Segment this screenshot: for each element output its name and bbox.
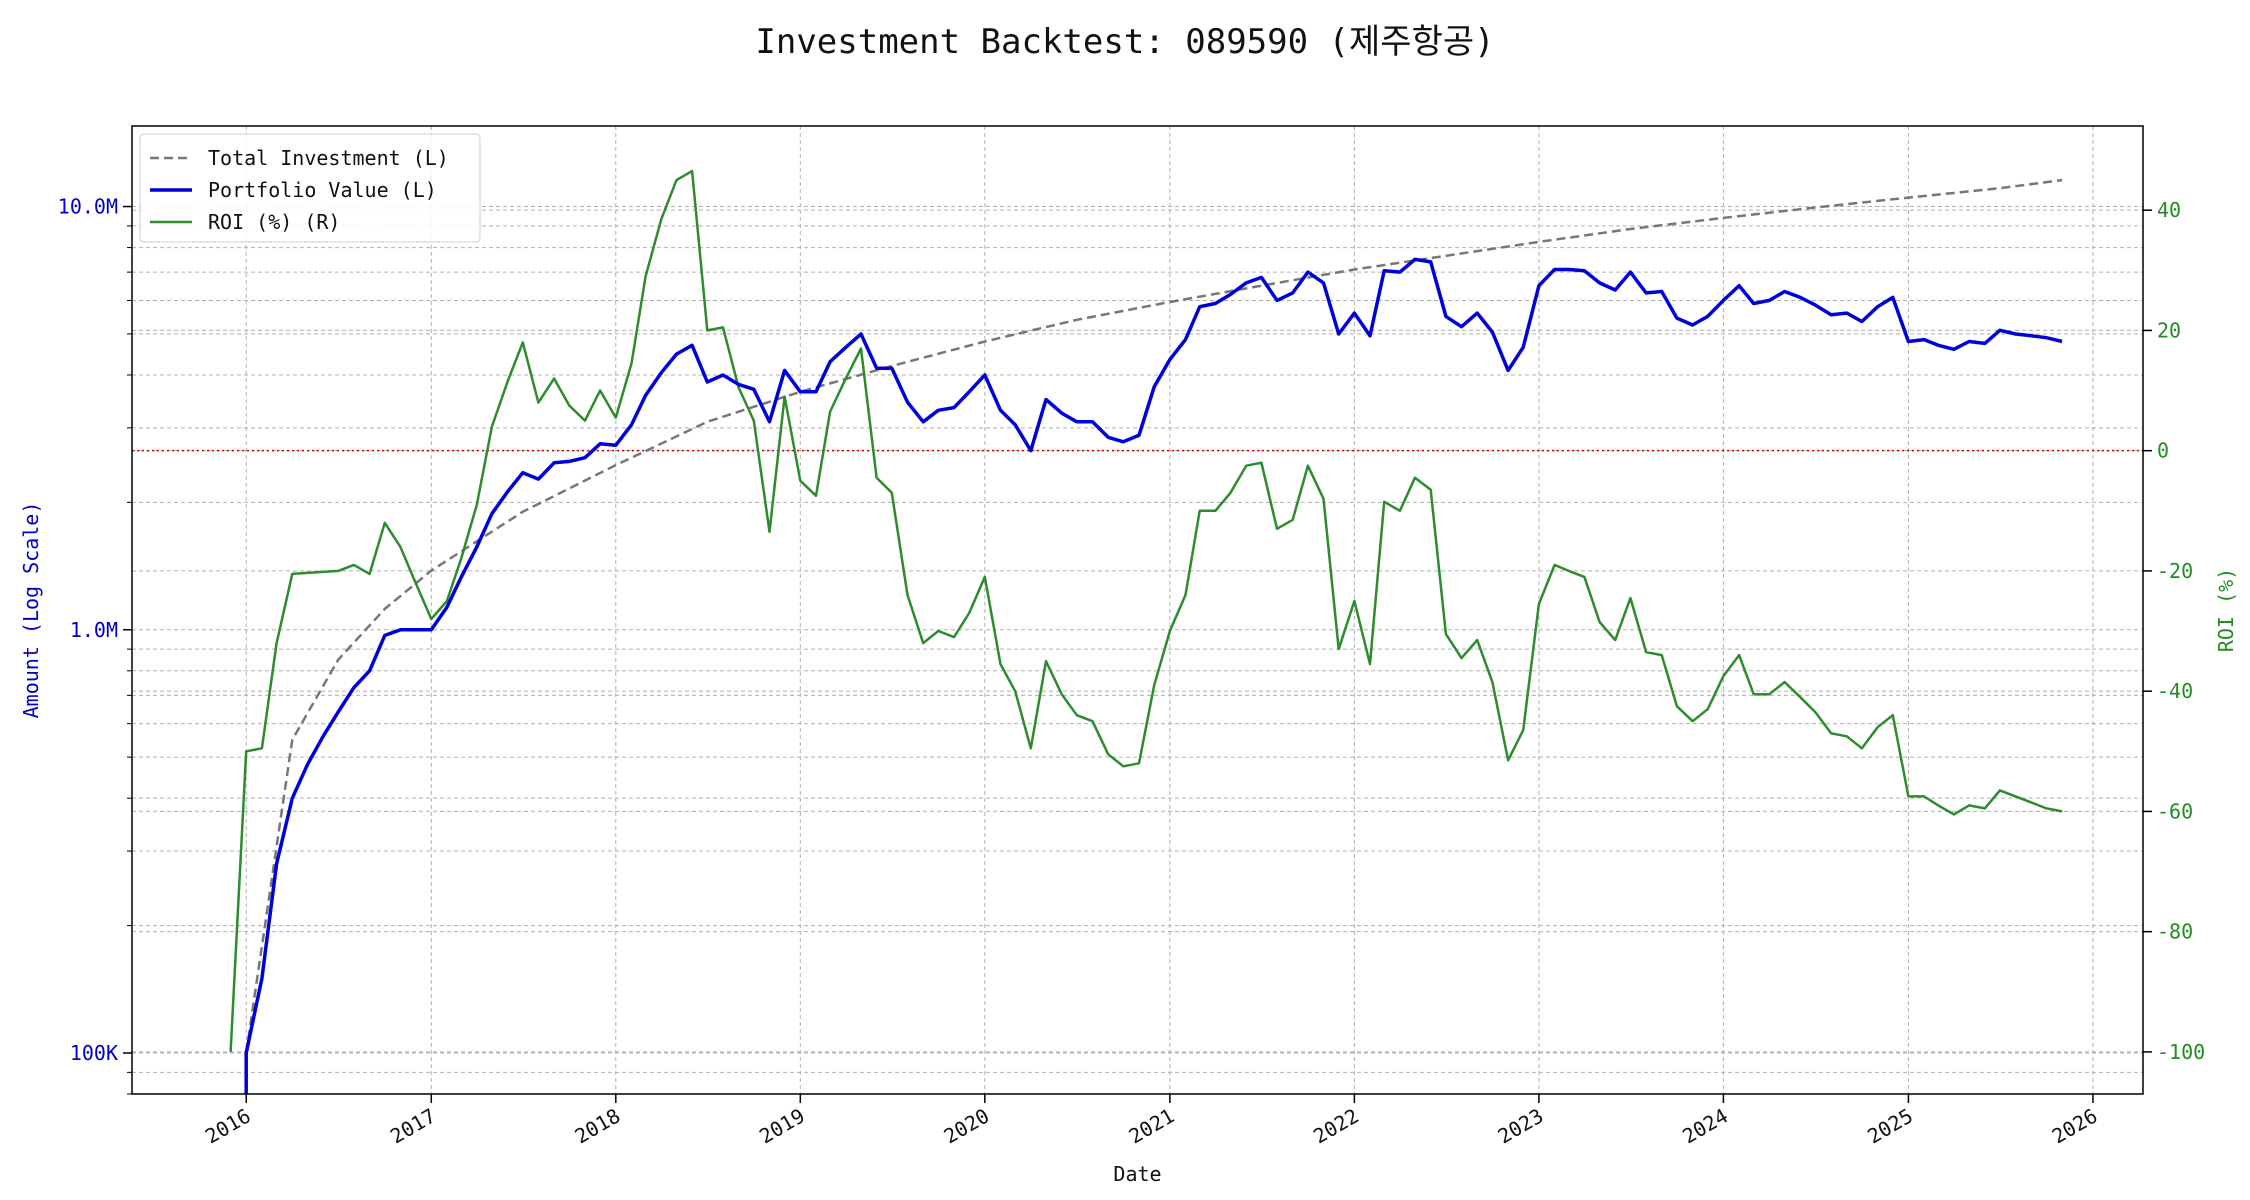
x-tick-label: 2017 [386,1104,440,1149]
right-axis: -100 -80 -60 -40 -20 0 20 40 [2143,198,2205,1064]
chart-title: Investment Backtest: 089590 (제주항공) [755,22,1495,62]
legend-label: Total Investment (L) [208,146,449,170]
right-tick-label: 20 [2157,318,2181,342]
right-tick-label: 40 [2157,198,2181,222]
x-tick-label: 2016 [201,1104,255,1149]
right-tick-label: -80 [2157,920,2193,944]
series-line-0 [244,178,2063,1054]
x-tick-label: 2018 [571,1104,625,1149]
right-tick-label: -20 [2157,559,2193,583]
right-tick-label: -40 [2157,679,2193,703]
left-tick-label: 10.0M [58,195,118,219]
x-tick-label: 2024 [1678,1104,1732,1149]
x-tick-label: 2025 [1863,1104,1917,1149]
x-tick-label: 2022 [1309,1104,1363,1149]
x-axis-label: Date [1113,1162,1161,1186]
x-tick-label: 2021 [1125,1104,1179,1149]
right-tick-label: -100 [2157,1040,2205,1064]
series-line-1 [244,257,2063,1094]
left-tick-label: 1.0M [70,618,118,642]
series-line-2 [229,169,2063,1052]
grid-lines [132,126,2143,1095]
legend-box [139,133,481,243]
x-tick-label: 2020 [940,1104,994,1149]
plot-frame [131,125,2144,1095]
right-tick-label: -60 [2157,799,2193,823]
right-tick-label: 0 [2157,439,2169,463]
right-y-axis-label: ROI (%) [2214,568,2238,652]
left-axis: 100K 1.0M 10.0M [58,195,132,1095]
legend: Total Investment (L) Portfolio Value (L) R… [139,133,481,243]
left-tick-label: 100K [70,1041,118,1065]
x-tick-label: 2019 [755,1104,809,1149]
x-tick-label: 2023 [1494,1104,1548,1149]
legend-label: ROI (%) (R) [208,210,340,234]
x-tick-label: 2026 [2048,1104,2102,1149]
legend-label: Portfolio Value (L) [208,178,437,202]
x-axis: 2016 2017 2018 2019 2020 2021 2022 2023 2024 2025… [201,1094,2101,1148]
left-y-axis-label: Amount (Log Scale) [19,502,43,719]
series-layer [132,169,2143,1094]
